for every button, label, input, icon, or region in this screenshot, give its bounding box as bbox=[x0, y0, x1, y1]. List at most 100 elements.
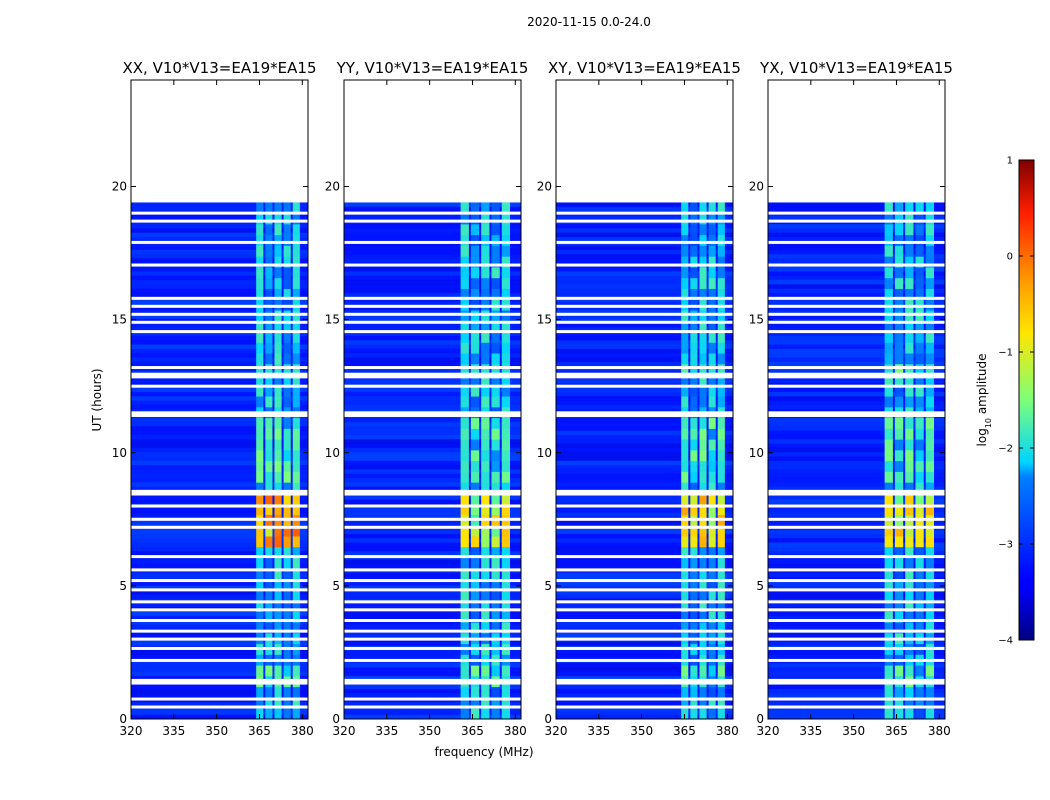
flagged-row bbox=[768, 568, 945, 572]
heatmap-row bbox=[344, 434, 521, 440]
rfi-cell bbox=[884, 697, 893, 709]
rfi-cell bbox=[265, 493, 273, 505]
rfi-cell bbox=[460, 546, 469, 558]
rfi-cell bbox=[717, 385, 725, 397]
rfi-cell bbox=[283, 546, 291, 558]
heatmap-row bbox=[344, 305, 521, 311]
rfi-cell bbox=[915, 708, 924, 720]
rfi-cell bbox=[481, 449, 490, 462]
rfi-cell bbox=[501, 536, 511, 548]
rfi-cell bbox=[283, 245, 291, 257]
rfi-cell bbox=[501, 267, 511, 279]
heatmap-row bbox=[344, 271, 521, 276]
rfi-cell bbox=[491, 622, 500, 634]
heatmap-row bbox=[556, 404, 733, 410]
rfi-cell bbox=[884, 353, 893, 365]
rfi-cell bbox=[708, 503, 716, 515]
x-tick-label: 320 bbox=[333, 724, 356, 738]
flagged-row bbox=[131, 678, 308, 682]
rfi-cell bbox=[905, 611, 914, 623]
flagged-row bbox=[556, 330, 733, 334]
rfi-cell bbox=[481, 223, 490, 236]
rfi-cell bbox=[699, 234, 707, 246]
heatmap-row bbox=[556, 322, 733, 328]
rfi-cell bbox=[884, 460, 893, 472]
heatmap-row bbox=[556, 482, 733, 487]
rfi-cell bbox=[283, 482, 291, 494]
rfi-cell bbox=[681, 471, 689, 483]
rfi-cell bbox=[915, 353, 924, 365]
rfi-cell bbox=[681, 611, 689, 623]
rfi-cell bbox=[884, 320, 893, 333]
rfi-cell bbox=[894, 503, 904, 515]
rfi-cell bbox=[905, 600, 914, 612]
heatmap-row bbox=[131, 426, 308, 431]
heatmap-row bbox=[344, 663, 521, 668]
rfi-cell bbox=[884, 256, 893, 268]
rfi-cell bbox=[274, 503, 282, 515]
rfi-cell bbox=[925, 374, 935, 386]
flagged-row bbox=[556, 705, 733, 709]
rfi-cell bbox=[708, 449, 716, 462]
heatmap-row bbox=[768, 301, 945, 307]
flagged-row bbox=[556, 492, 733, 496]
rfi-cell bbox=[905, 503, 914, 515]
heatmap-row bbox=[556, 714, 733, 720]
rfi-cell bbox=[265, 557, 273, 569]
rfi-cell bbox=[708, 439, 716, 451]
rfi-cell bbox=[708, 374, 716, 386]
flagged-row bbox=[344, 411, 521, 415]
rfi-cell bbox=[265, 331, 273, 343]
rfi-cell bbox=[690, 686, 698, 698]
rfi-cell bbox=[292, 579, 300, 591]
rfi-cell bbox=[717, 363, 725, 376]
heatmap-row bbox=[768, 667, 945, 672]
y-tick-label: 20 bbox=[325, 180, 340, 194]
rfi-cell bbox=[501, 374, 511, 386]
rfi-cell bbox=[470, 396, 480, 408]
rfi-cell bbox=[894, 525, 904, 537]
heatmap-row bbox=[768, 314, 945, 319]
heatmap-row bbox=[768, 421, 945, 427]
rfi-cell bbox=[481, 536, 490, 548]
rfi-cell bbox=[884, 600, 893, 612]
rfi-cell bbox=[274, 589, 282, 602]
rfi-cell bbox=[905, 342, 914, 354]
rfi-cell bbox=[884, 536, 893, 548]
rfi-cell bbox=[681, 697, 689, 709]
rfi-cell bbox=[717, 536, 725, 548]
rfi-cell bbox=[894, 428, 904, 440]
rfi-cell bbox=[470, 525, 480, 537]
rfi-cell bbox=[470, 288, 480, 300]
rfi-cell bbox=[925, 568, 935, 580]
rfi-cell bbox=[481, 213, 490, 225]
rfi-cell bbox=[699, 611, 707, 623]
y-tick-label: 20 bbox=[749, 180, 764, 194]
rfi-cell bbox=[708, 428, 716, 440]
rfi-cell bbox=[894, 234, 904, 246]
rfi-cell bbox=[915, 611, 924, 623]
rfi-cell bbox=[256, 525, 264, 537]
rfi-cell bbox=[256, 611, 264, 623]
rfi-cell bbox=[717, 234, 725, 246]
rfi-cell bbox=[256, 482, 264, 494]
rfi-cell bbox=[699, 600, 707, 612]
heatmap-row bbox=[768, 331, 945, 337]
heatmap-row bbox=[131, 611, 308, 616]
rfi-cell bbox=[681, 213, 689, 225]
rfi-cell bbox=[256, 213, 264, 225]
flagged-row bbox=[556, 219, 733, 223]
rfi-cell bbox=[274, 245, 282, 257]
heatmap-row bbox=[556, 279, 733, 285]
rfi-cell bbox=[491, 223, 500, 236]
rfi-cell bbox=[265, 579, 273, 591]
rfi-cell bbox=[905, 579, 914, 591]
heatmap-row bbox=[131, 701, 308, 707]
panels-group: XX, V10*V13=EA19*EA15 320 335 350 365 380 0 5 10… bbox=[112, 59, 953, 738]
rfi-cell bbox=[894, 471, 904, 483]
rfi-cell bbox=[708, 622, 716, 634]
heatmap-row bbox=[556, 258, 733, 264]
heatmap-row bbox=[344, 581, 521, 586]
heatmap-row bbox=[131, 340, 308, 345]
